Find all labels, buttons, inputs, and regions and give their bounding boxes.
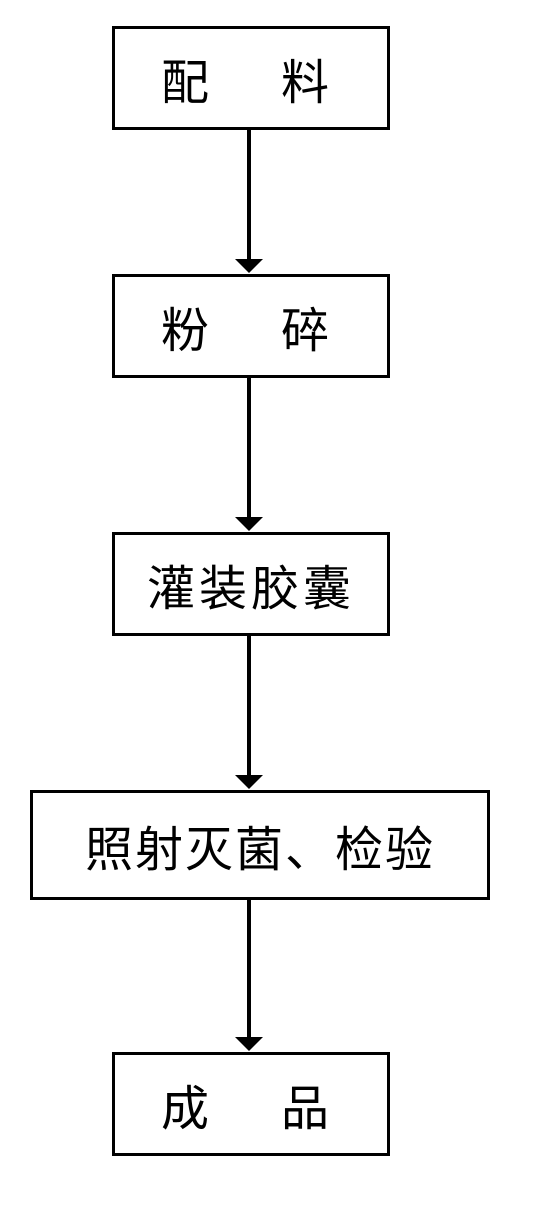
flow-node-n2: 粉 碎: [112, 274, 390, 378]
flow-node-label: 成 品: [161, 1069, 341, 1139]
flow-node-label: 配 料: [161, 43, 341, 113]
flow-node-label: 粉 碎: [161, 291, 341, 361]
arrow-head-icon: [235, 775, 263, 789]
flow-node-n1: 配 料: [112, 26, 390, 130]
arrow-head-icon: [235, 259, 263, 273]
flow-node-label: 灌装胶囊: [147, 549, 355, 619]
flow-node-label: 照射灭菌、检验: [85, 810, 435, 880]
flow-arrow-n2-n3: [247, 378, 251, 518]
arrow-head-icon: [235, 1037, 263, 1051]
arrow-head-icon: [235, 517, 263, 531]
flow-node-n4: 照射灭菌、检验: [30, 790, 490, 900]
flow-arrow-n1-n2: [247, 130, 251, 260]
flow-node-n5: 成 品: [112, 1052, 390, 1156]
flow-node-n3: 灌装胶囊: [112, 532, 390, 636]
flow-arrow-n4-n5: [247, 900, 251, 1038]
flow-arrow-n3-n4: [247, 636, 251, 776]
